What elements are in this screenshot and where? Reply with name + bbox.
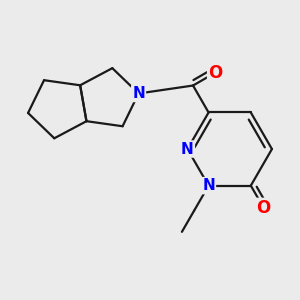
Text: O: O — [208, 64, 223, 82]
Text: O: O — [256, 199, 271, 217]
Text: N: N — [202, 178, 215, 193]
Text: N: N — [132, 86, 145, 101]
Text: N: N — [181, 142, 194, 157]
